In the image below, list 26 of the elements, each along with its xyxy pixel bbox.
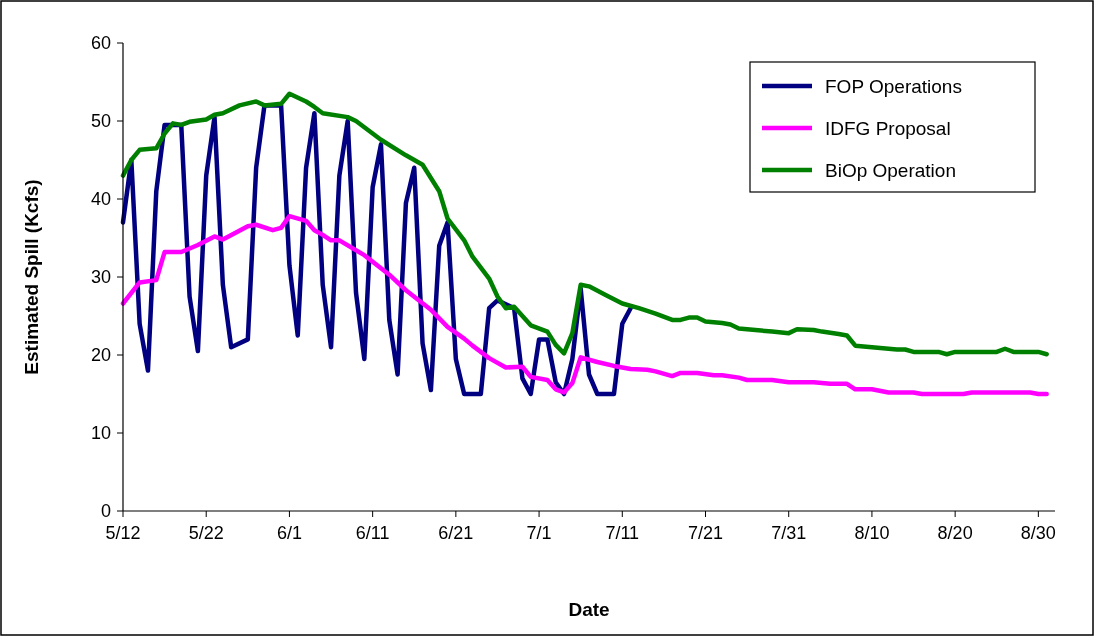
x-tick-label: 6/11 (355, 523, 390, 543)
legend-label: BiOp Operation (825, 159, 956, 181)
line-series (120, 213, 1049, 397)
y-axis-title: Estimated Spill (Kcfs) (21, 179, 42, 375)
x-tick-label: 8/10 (854, 523, 890, 543)
y-tick-label: 10 (90, 423, 111, 444)
y-tick-label: 20 (90, 345, 111, 366)
y-tick-label: 30 (90, 267, 111, 288)
x-tick-label: 8/20 (937, 523, 973, 543)
y-tick-label: 40 (90, 189, 111, 210)
x-tick-label: 7/31 (771, 523, 807, 543)
y-tick-label: 60 (90, 33, 111, 54)
legend-label: IDFG Proposal (825, 117, 951, 139)
y-tick-label: 0 (100, 501, 111, 522)
x-axis-title: Date (568, 599, 610, 620)
x-tick-label: 7/1 (526, 523, 552, 543)
x-tick-label: 7/11 (605, 523, 640, 543)
x-tick-label: 8/30 (1020, 523, 1056, 543)
line-series (120, 103, 633, 397)
x-tick-label: 6/1 (276, 523, 302, 543)
y-tick-label: 50 (90, 111, 111, 132)
x-tick-label: 6/21 (438, 523, 474, 543)
x-tick-label: 7/21 (687, 523, 724, 543)
x-tick-label: 5/22 (188, 523, 224, 543)
legend-label: FOP Operations (825, 75, 962, 97)
x-tick-label: 5/12 (105, 523, 141, 543)
